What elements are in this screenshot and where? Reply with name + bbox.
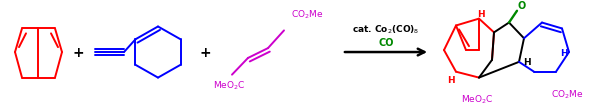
Text: CO: CO — [378, 38, 394, 48]
Text: MeO$_2$C: MeO$_2$C — [461, 93, 493, 106]
Text: H: H — [477, 10, 485, 19]
Text: H: H — [447, 75, 455, 84]
Text: MeO$_2$C: MeO$_2$C — [213, 79, 245, 91]
Text: +: + — [199, 46, 211, 59]
Text: CO$_2$Me: CO$_2$Me — [291, 8, 324, 21]
Text: +: + — [72, 46, 84, 59]
Text: cat. Co$_2$(CO)$_8$: cat. Co$_2$(CO)$_8$ — [352, 23, 420, 35]
Text: O: O — [518, 1, 526, 11]
Text: CO$_2$Me: CO$_2$Me — [551, 87, 584, 100]
Text: H: H — [523, 58, 531, 67]
Text: H: H — [560, 48, 568, 57]
